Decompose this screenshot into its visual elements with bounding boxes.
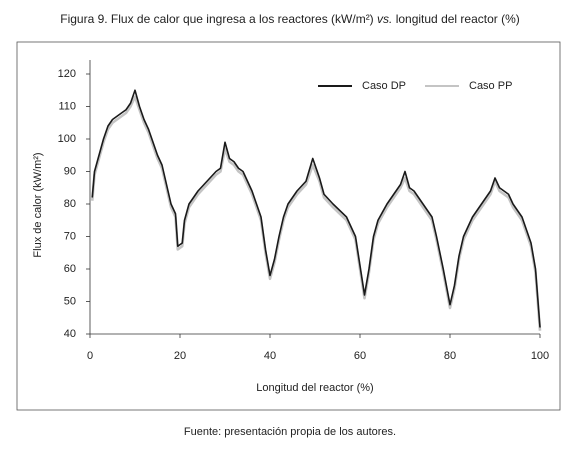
title-part: Figura 9. Flux de calor que ingresa a lo… — [60, 12, 377, 26]
y-axis-label: Flux de calor (kW/m²) — [32, 152, 44, 257]
frame — [16, 41, 561, 411]
y-tick-label: 100 — [58, 133, 76, 145]
y-tick-label: 50 — [64, 295, 76, 307]
legend-label: Caso PP — [469, 80, 512, 92]
x-tick-label: 60 — [354, 350, 366, 362]
series-line — [91, 89, 541, 328]
legend-label: Caso DP — [362, 80, 406, 92]
series-line — [90, 95, 542, 331]
source-note: Fuente: presentación propia de los autor… — [184, 426, 396, 438]
x-tick-label: 0 — [87, 350, 93, 362]
y-tick-label: 110 — [58, 100, 76, 112]
y-tick-label: 40 — [64, 328, 76, 340]
x-tick-label: 100 — [531, 350, 549, 362]
y-tick-label: 70 — [64, 230, 76, 242]
x-tick-label: 20 — [174, 350, 186, 362]
x-tick-label: 40 — [264, 350, 276, 362]
x-tick-label: 80 — [444, 350, 456, 362]
title-part: longitud del reactor (%) — [392, 12, 519, 26]
chart-title: Figura 9. Flux de calor que ingresa a lo… — [60, 12, 520, 26]
y-tick-label: 120 — [58, 68, 76, 80]
y-tick-label: 60 — [64, 263, 76, 275]
x-axis-label: Longitud del reactor (%) — [256, 382, 373, 394]
title-part: vs. — [377, 12, 392, 26]
y-tick-label: 90 — [64, 165, 76, 177]
y-tick-label: 80 — [64, 198, 76, 210]
